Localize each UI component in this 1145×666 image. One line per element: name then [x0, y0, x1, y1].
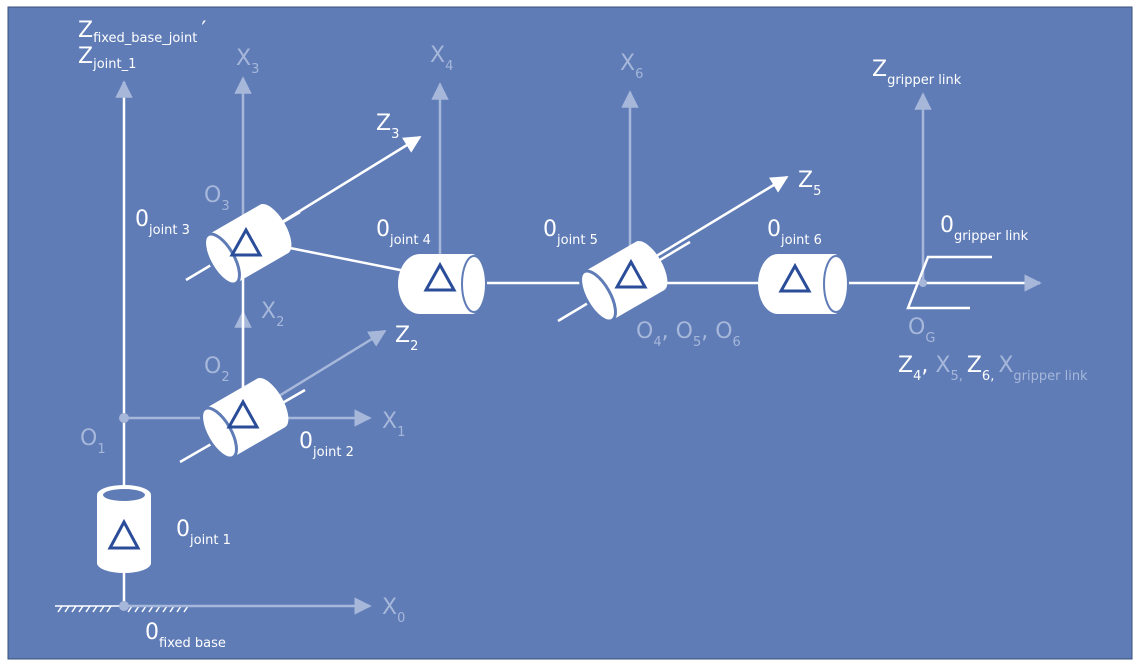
o3-label: O3 — [204, 183, 230, 214]
joint1-origin-label: 0joint 1 — [176, 517, 231, 548]
joint4-origin-label: 0joint 4 — [376, 217, 431, 248]
joint6-cylinder — [758, 254, 849, 314]
diagram-background — [7, 6, 1133, 660]
joint1-cylinder — [97, 485, 151, 573]
joint2-origin-label: 0joint 2 — [299, 429, 354, 460]
joint5-cylinder — [579, 241, 668, 323]
x0-label: X0 — [382, 595, 405, 626]
x3-label: X3 — [236, 46, 259, 77]
z-base-label: Zfixed_base_joint ′ — [78, 18, 206, 46]
x1-label: X1 — [382, 409, 405, 440]
o1-label: O1 — [80, 426, 106, 457]
gripper-origin-label: 0gripper link — [940, 213, 1029, 244]
joint3-cylinder — [203, 204, 292, 286]
og-label: OG — [908, 315, 935, 346]
origin-dots — [119, 279, 927, 611]
z-joint1-label: Zjoint_1 — [78, 44, 136, 72]
o2-label: O2 — [204, 354, 230, 385]
joint6-origin-label: 0joint 6 — [767, 217, 822, 248]
joint2-cylinder — [200, 378, 289, 460]
joint5-origin-label: 0joint 5 — [543, 217, 598, 248]
o456-label: O4, O5, O6 — [636, 319, 741, 350]
fixed-base-origin-label: 0fixed base — [145, 620, 226, 651]
z3-label: Z3 — [376, 111, 399, 142]
shared-axis-label: Z4, X5, Z6, Xgripper link — [898, 353, 1088, 384]
x6-label: X6 — [620, 51, 643, 82]
joint4-cylinder — [398, 254, 487, 314]
link-3-4 — [269, 242, 411, 274]
z-gripper-label: Zgripper link — [872, 57, 962, 88]
z2-label: Z2 — [395, 323, 418, 354]
z5-label: Z5 — [798, 168, 821, 199]
x2-label: X2 — [261, 299, 284, 330]
gripper — [906, 255, 992, 310]
joint3-origin-label: 0joint 3 — [135, 207, 190, 238]
x4-label: X4 — [430, 43, 453, 74]
